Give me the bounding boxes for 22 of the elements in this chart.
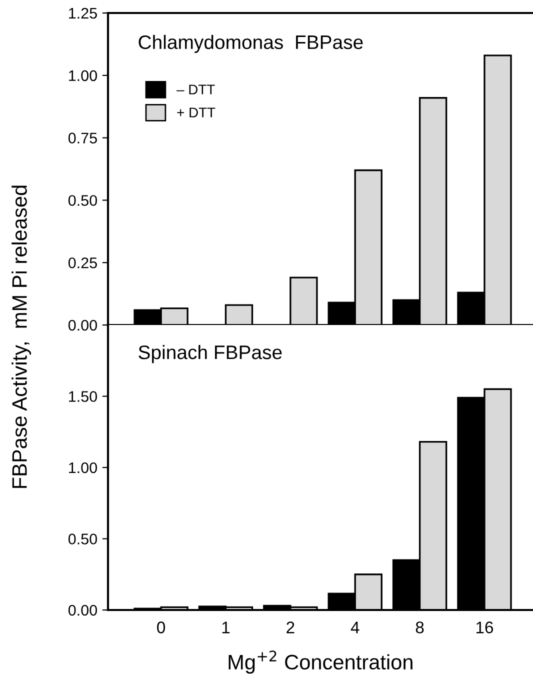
text: Spinach FBPase xyxy=(138,344,282,364)
y-tick-label: 1.50 xyxy=(69,391,97,402)
y-tick-label: 0.50 xyxy=(68,534,97,544)
y-tick-label: 1.25 xyxy=(69,8,97,19)
x-axis-title: Mg$^{+2}$ Concentration xyxy=(228,650,412,674)
x-tick-label: 16 xyxy=(476,622,494,634)
y-tick-label: 0.75 xyxy=(68,132,97,144)
y-tick-label: 1.00 xyxy=(69,70,97,82)
legend-label: – DTT xyxy=(176,84,215,94)
text: Chlamydomonas FBPase xyxy=(138,34,363,53)
y-axis-title: FBPase Activity, mM Pi released xyxy=(12,186,32,488)
y-tick-label: 0.25 xyxy=(68,257,97,268)
x-tick-label: 4 xyxy=(350,622,360,634)
y-tick-label: 0.00 xyxy=(68,320,97,331)
x-tick-label: 1 xyxy=(222,622,230,634)
x-tick-label: 8 xyxy=(416,622,424,634)
x-tick-label: 2 xyxy=(286,622,294,634)
y-tick-label: 0.00 xyxy=(68,604,97,616)
x-tick-label: 0 xyxy=(157,622,166,634)
y-tick-label: 1.00 xyxy=(69,462,97,474)
y-tick-label: 0.50 xyxy=(68,195,97,206)
legend-label: + DTT xyxy=(177,108,216,118)
